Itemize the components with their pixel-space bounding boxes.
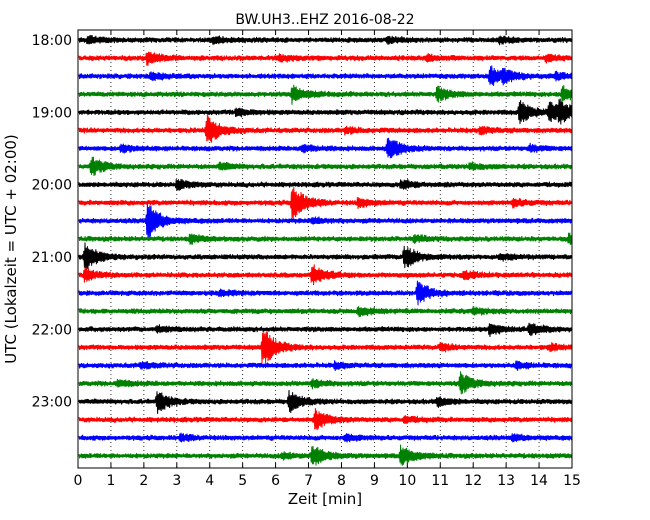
seismic-trace — [78, 306, 573, 318]
x-tick-label: 6 — [271, 473, 280, 489]
x-tick-label: 9 — [370, 473, 379, 489]
x-tick-label: 12 — [464, 473, 482, 489]
seismic-trace — [78, 203, 573, 239]
seismic-trace — [78, 178, 573, 191]
seismic-trace — [78, 65, 573, 86]
seismic-trace — [78, 432, 573, 443]
x-tick-label: 4 — [205, 473, 214, 489]
seismic-trace — [78, 34, 573, 46]
seismic-trace — [78, 84, 573, 105]
x-tick-label: 3 — [172, 473, 181, 489]
seismic-trace — [78, 137, 573, 159]
y-tick-label: 19:00 — [32, 105, 72, 121]
x-tick-label: 8 — [337, 473, 346, 489]
seismic-trace — [78, 371, 573, 395]
x-tick-label: 5 — [238, 473, 247, 489]
chart-title: BW.UH3..EHZ 2016-08-22 — [235, 12, 414, 28]
ticks-layer: 0 1 2 3 4 5 6 7 8 9 10 11 12 13 14 1518:0019:0020:0021:… — [32, 30, 581, 489]
seismic-trace — [78, 51, 573, 66]
seismic-trace — [78, 331, 573, 364]
y-tick-label: 22:00 — [32, 322, 72, 338]
x-axis-label: Zeit [min] — [288, 490, 362, 508]
seismic-trace — [78, 242, 573, 271]
x-tick-label: 14 — [530, 473, 548, 489]
y-axis-label: UTC (Lokalzeit = UTC + 02:00) — [2, 134, 20, 364]
seismic-trace — [78, 360, 573, 372]
x-tick-label: 10 — [398, 473, 416, 489]
x-tick-label: 0 — [74, 473, 83, 489]
x-tick-label: 7 — [304, 473, 313, 489]
y-tick-label: 20:00 — [32, 178, 72, 194]
traces-layer — [78, 34, 573, 466]
plot-frame — [77, 29, 573, 469]
x-tick-label: 1 — [106, 473, 115, 489]
y-tick-label: 23:00 — [32, 395, 72, 411]
seismic-trace — [78, 98, 573, 125]
x-tick-label: 13 — [497, 473, 515, 489]
seismic-trace — [78, 280, 573, 306]
seismic-trace — [78, 156, 573, 177]
x-tick-label: 11 — [431, 473, 449, 489]
x-tick-label: 15 — [563, 473, 581, 489]
seismic-trace — [78, 389, 573, 414]
x-tick-label: 2 — [139, 473, 148, 489]
seismic-trace — [78, 444, 573, 466]
seismic-trace — [78, 115, 573, 143]
seismic-trace — [78, 186, 573, 220]
y-tick-label: 18:00 — [32, 33, 72, 49]
seismic-trace — [78, 232, 573, 245]
seismic-trace — [78, 408, 573, 431]
seismic-trace — [78, 322, 573, 338]
y-tick-label: 21:00 — [32, 250, 72, 266]
seismic-trace — [78, 264, 573, 286]
